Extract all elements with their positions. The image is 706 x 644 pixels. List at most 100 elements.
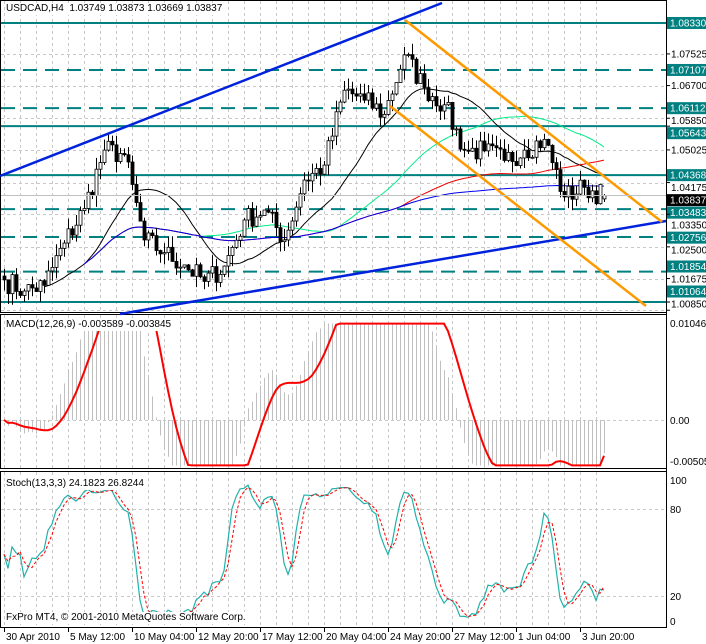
stoch-axis-label: 80 [670,505,682,516]
candle-body [406,54,411,57]
candle [170,236,175,262]
candle [134,175,139,207]
candle [22,288,27,302]
candle [214,258,219,292]
candle-body [434,96,439,107]
candle [354,87,359,102]
candle-body [514,161,519,166]
candle [478,131,483,167]
candle [142,217,147,247]
candle-body [194,264,199,277]
price-level-label-box [667,285,706,298]
candle [506,144,511,163]
price-level-label: 1.01064 [670,287,706,298]
price-axis-label: 1.03350 [671,221,706,232]
candle [430,92,435,109]
candle-body [318,168,323,175]
candle-body [534,140,539,158]
candle [146,230,151,249]
lower-trendline [119,219,667,316]
candle [178,258,183,279]
candle-body [178,266,183,269]
candle [102,139,107,165]
candle [470,137,475,152]
candle [290,216,295,235]
candle [398,64,403,83]
candle-body [598,183,603,205]
candle-body [186,264,191,271]
candle [590,184,595,203]
candle-body [574,193,579,200]
candle [38,279,43,303]
candle-body [510,151,515,162]
candle-body [10,274,15,295]
candle [410,43,415,68]
candle-body [238,235,243,241]
candle-body [94,168,99,196]
candle-body [214,266,219,283]
stochastic-panel [0,471,667,628]
candle-body [378,103,383,118]
candle-body [402,54,407,70]
candle-body [518,157,523,166]
candle-body [374,103,379,109]
price-level-label-box [667,102,706,115]
candle-body [470,147,475,152]
candle-body [462,148,467,151]
candle [438,99,443,121]
candle-body [86,191,91,209]
candle [526,139,531,161]
macd-axis-label: 0.01046 [670,319,706,330]
candle-body [138,202,143,222]
candle [434,85,439,113]
time-axis-label: 12 May 20:00 [198,632,259,643]
candle-body [134,184,139,203]
candle [106,133,111,152]
candle [574,185,579,207]
candle-body [362,93,367,101]
price-level-label: 1.03483 [670,208,706,219]
candle [270,209,275,223]
candle-body [182,264,187,268]
candle-body [106,140,111,151]
candle-body [26,284,31,292]
price-axis-label: 1.01675 [671,275,706,286]
candle-body [494,145,499,149]
candle-body [310,172,315,182]
candle [26,283,31,300]
candle [266,205,271,214]
candle [530,155,535,159]
current-price-box [667,194,706,207]
candle-body [50,266,55,272]
candle [86,183,91,214]
candle-body [2,275,7,281]
candle [194,257,199,288]
candle-body [414,58,419,84]
candle-body [358,93,363,97]
candle [314,163,319,179]
candle-body [354,93,359,97]
candle-body [190,269,195,277]
candle-body [582,179,587,188]
candle-body [298,193,303,208]
candle-body [34,287,39,292]
candle-body [546,138,551,146]
stoch-axis-label: 100 [670,476,687,487]
candle-body [490,143,495,147]
candle [374,97,379,111]
candle-body [74,224,79,236]
candle-body [46,270,51,286]
candle-body [522,149,527,159]
candle-body [126,154,131,163]
current-price-label: 1.03837 [670,196,706,207]
candle [582,179,587,196]
candle-body [306,179,311,182]
ma-200-line [83,184,605,265]
candle-body [586,186,591,199]
candle-body [278,227,283,243]
price-level-label: 1.05643 [670,129,706,140]
candle [298,187,303,216]
candle [394,82,399,96]
